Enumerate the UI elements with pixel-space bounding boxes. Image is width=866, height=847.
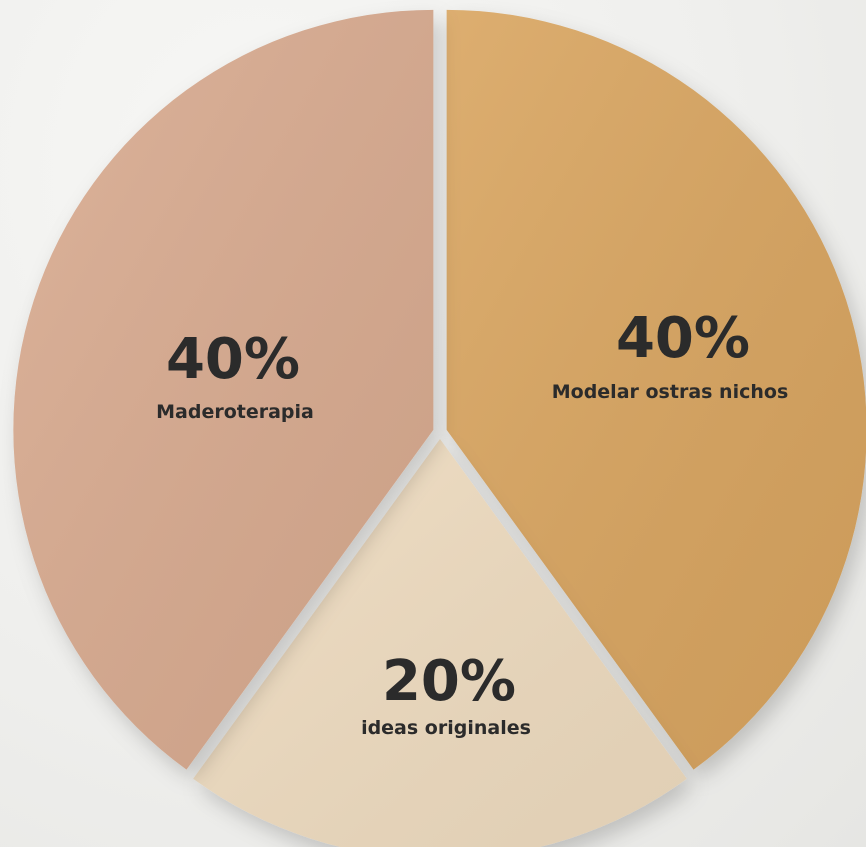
slice-category-label: Maderoterapia (156, 401, 314, 423)
slice-percent-label: 40% (166, 327, 300, 392)
pie-labels: 40% Modelar ostras nichos 20% ideas origina… (156, 306, 788, 739)
pie-slices (13, 9, 866, 847)
slice-category-label: ideas originales (361, 717, 531, 739)
pie-slice-shade-1 (446, 9, 866, 770)
slice-category-label: Modelar ostras nichos (552, 381, 789, 403)
pie-slice-shade-3 (13, 9, 434, 770)
slice-percent-label: 40% (616, 306, 750, 371)
pie-slice-shade-2 (193, 439, 687, 847)
slice-percent-label: 20% (382, 649, 516, 714)
